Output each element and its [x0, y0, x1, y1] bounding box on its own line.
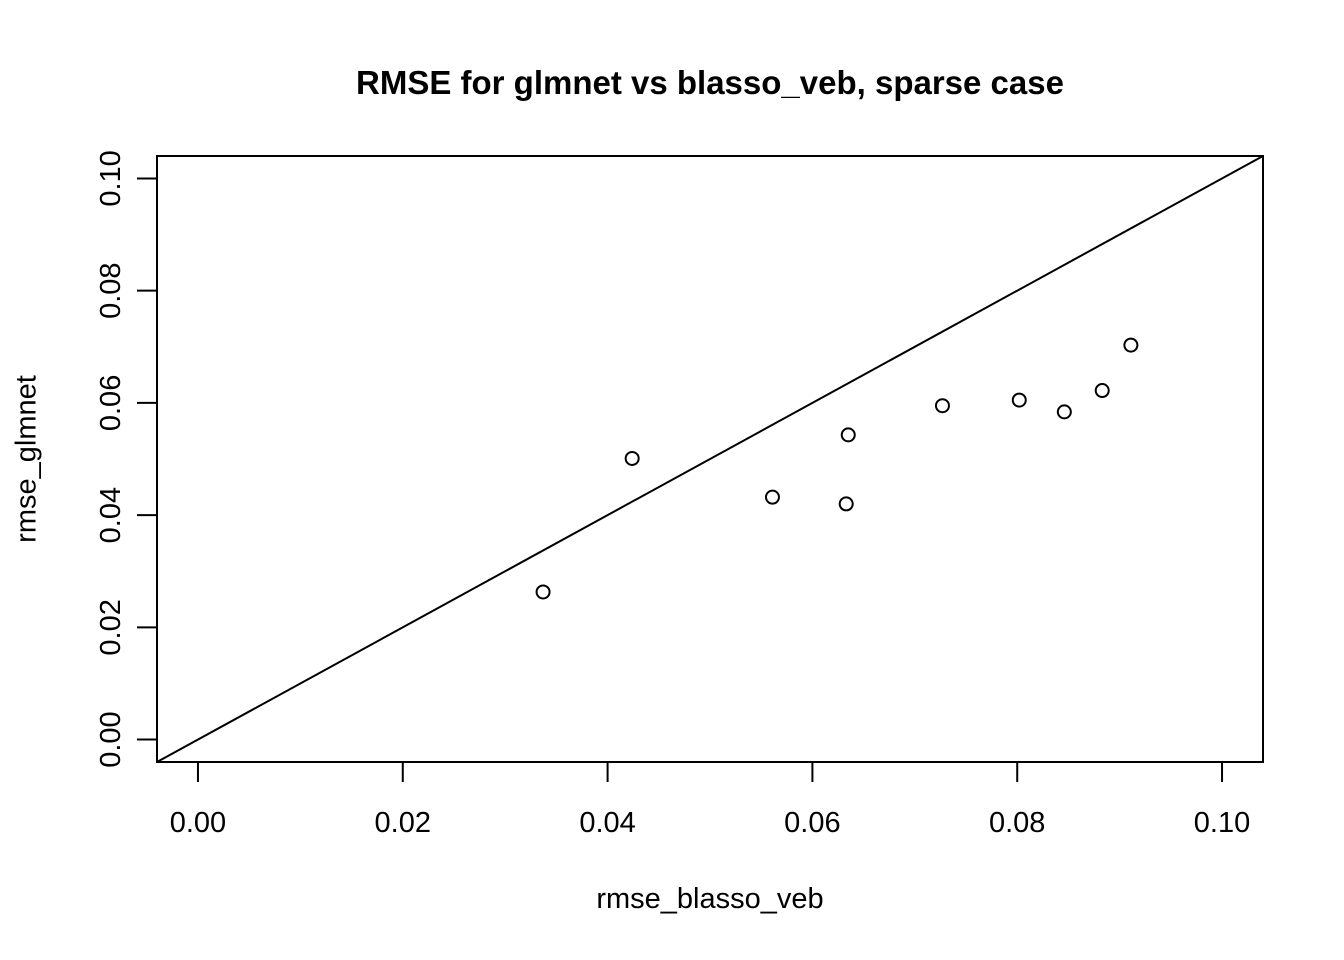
data-point: [1011, 392, 1027, 408]
y-tick-label: 0.04: [95, 487, 127, 543]
y-tick-label: 0.10: [95, 150, 127, 206]
x-tick-label: 0.04: [579, 807, 635, 839]
x-tick-label: 0.06: [784, 807, 840, 839]
data-point: [764, 489, 780, 505]
identity-line: [156, 155, 1264, 763]
data-point: [535, 584, 551, 600]
data-point: [838, 496, 854, 512]
y-tick-label: 0.00: [95, 711, 127, 767]
data-point: [934, 398, 950, 414]
y-tick-label: 0.08: [95, 262, 127, 318]
data-point: [1094, 383, 1110, 399]
x-tick-label: 0.00: [170, 807, 226, 839]
plot-box: [156, 155, 1264, 763]
x-axis-label: rmse_blasso_veb: [596, 883, 824, 915]
data-point: [624, 450, 640, 466]
data-point: [1123, 337, 1139, 353]
chart-title: RMSE for glmnet vs blasso_veb, sparse ca…: [356, 64, 1064, 101]
x-tick-label: 0.08: [989, 807, 1045, 839]
y-tick-label: 0.02: [95, 599, 127, 655]
data-point: [840, 427, 856, 443]
x-tick-label: 0.02: [375, 807, 431, 839]
x-tick-label: 0.10: [1194, 807, 1250, 839]
data-point: [1056, 404, 1072, 420]
y-tick-label: 0.06: [95, 375, 127, 431]
